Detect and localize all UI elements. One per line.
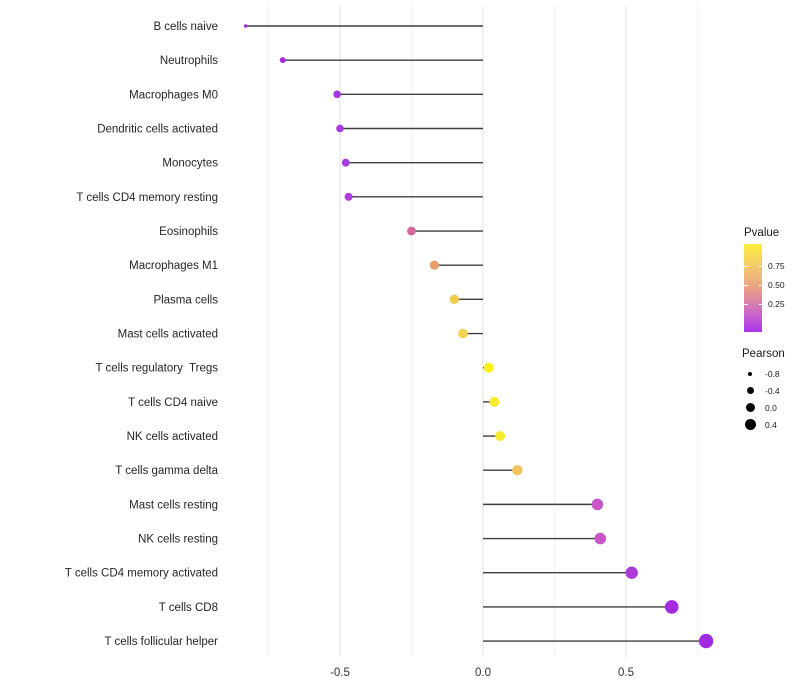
lollipop-dot (594, 532, 607, 545)
pvalue-tick-mark (758, 284, 762, 286)
lollipop-dot (333, 90, 341, 99)
y-axis-label: B cells naive (153, 21, 218, 33)
lollipop-dot (625, 566, 638, 579)
lollipop-dot (512, 465, 523, 476)
lollipop-dot (429, 260, 439, 270)
pvalue-tick-mark (744, 265, 748, 267)
y-axis-label: T cells follicular helper (104, 636, 218, 648)
pearson-size-label: -0.4 (765, 385, 780, 396)
pearson-legend-item: -0.8 (742, 365, 785, 382)
y-axis-label: NK cells resting (138, 534, 218, 546)
pvalue-tick-mark (744, 284, 748, 286)
y-axis-label: Monocytes (162, 158, 218, 170)
pvalue-tick-mark (758, 265, 762, 267)
y-axis-label: Eosinophils (159, 226, 218, 238)
pvalue-tick-mark (744, 303, 748, 305)
pearson-legend-item: -0.4 (742, 382, 785, 399)
y-axis-label: T cells CD8 (159, 602, 218, 614)
lollipop-dot (483, 362, 494, 373)
y-axis-label: T cells CD4 memory activated (65, 568, 218, 580)
lollipop-dot (407, 226, 416, 236)
x-axis-tick-label: 0.0 (475, 667, 491, 679)
y-axis-label: T cells gamma delta (115, 465, 218, 477)
pvalue-colorbar (744, 244, 762, 332)
pearson-legend: Pearson -0.8 -0.4 0.0 0.4 (742, 348, 785, 433)
y-axis-label: T cells regulatory Tregs (95, 363, 218, 375)
y-axis-label: Mast cells activated (118, 329, 218, 341)
y-axis-label: Mast cells resting (129, 499, 218, 511)
pearson-size-dot (748, 371, 752, 376)
pearson-size-label: 0.0 (765, 402, 777, 413)
lollipop-dot (489, 396, 500, 407)
y-axis-label: Neutrophils (160, 55, 218, 67)
pearson-size-label: -0.8 (765, 368, 780, 379)
y-axis-label: T cells CD4 memory resting (76, 192, 218, 204)
pvalue-tick-mark (758, 303, 762, 305)
pvalue-legend: Pvalue 0.75 0.50 0.25 (744, 227, 800, 336)
pearson-size-dot (746, 387, 754, 394)
lollipop-dot (344, 192, 353, 201)
pvalue-colorbar-wrap: 0.75 0.50 0.25 (744, 244, 800, 336)
pearson-legend-item: 0.4 (742, 416, 785, 433)
lollipop-dot (495, 431, 506, 442)
lollipop-dot (698, 633, 714, 649)
y-axis-label: Dendritic cells activated (97, 124, 218, 136)
y-axis-label: Macrophages M1 (129, 260, 218, 272)
x-axis-tick-label: 0.5 (618, 667, 634, 679)
pvalue-tick-label: 0.50 (768, 280, 785, 290)
pearson-legend-items: -0.8 -0.4 0.0 0.4 (742, 365, 785, 433)
pearson-legend-title: Pearson (742, 348, 785, 360)
pvalue-tick-label: 0.75 (768, 261, 785, 271)
lollipop-dot (336, 124, 344, 133)
y-axis-label: T cells CD4 naive (128, 397, 218, 409)
pearson-size-label: 0.4 (765, 419, 777, 430)
pvalue-legend-title: Pvalue (744, 227, 780, 239)
lollipop-dot (591, 498, 604, 511)
pearson-size-dot (744, 419, 756, 430)
y-axis-label: Macrophages M0 (129, 89, 218, 101)
lollipop-dot (449, 294, 460, 305)
x-axis-tick-label: -0.5 (330, 667, 350, 679)
lollipop-dot (664, 600, 679, 614)
pearson-size-dot (745, 403, 755, 412)
y-axis-label: Plasma cells (153, 294, 218, 306)
lollipop-dot (341, 158, 350, 167)
lollipop-dot (458, 328, 468, 339)
pvalue-tick-label: 0.25 (768, 299, 785, 309)
lollipop-dot (279, 57, 286, 64)
pearson-legend-item: 0.0 (742, 399, 785, 416)
y-axis-label: NK cells activated (127, 431, 218, 443)
lollipop-dot (243, 24, 248, 28)
